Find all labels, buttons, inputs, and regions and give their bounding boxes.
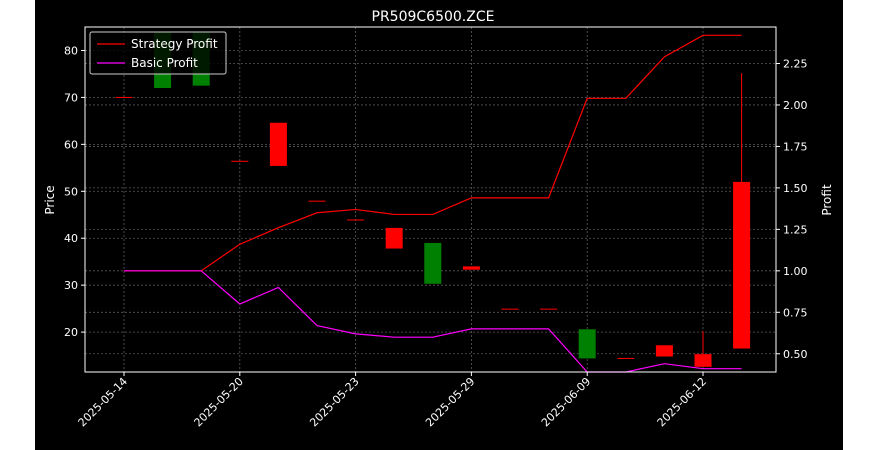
series-line-basic: [124, 270, 742, 373]
x-tick-label-4: 2025-06-09: [539, 375, 593, 429]
y-tick-label-left-0: 20: [64, 326, 78, 339]
x-tick-label-1: 2025-05-20: [192, 375, 246, 429]
y-tick-label-left-1: 30: [64, 279, 78, 292]
candle-body-6: [347, 219, 365, 221]
x-tick-label-2: 2025-05-23: [307, 375, 361, 429]
y-tick-label-right-7: 2.25: [783, 57, 808, 70]
candle-body-5: [308, 200, 326, 202]
profit-lines: [124, 34, 742, 373]
y-axis-label-right: Profit: [820, 184, 834, 216]
series-line-strategy: [124, 34, 742, 272]
candle-body-12: [578, 329, 596, 359]
candle-body-10: [501, 308, 519, 310]
y-tick-label-right-1: 0.75: [783, 306, 808, 319]
candle-body-16: [733, 181, 751, 349]
candle-body-4: [269, 122, 287, 166]
y-tick-label-left-5: 70: [64, 91, 78, 104]
candle-layer: [115, 31, 751, 367]
y-tick-label-right-0: 0.50: [783, 348, 808, 361]
x-tick-label-5: 2025-06-12: [655, 375, 709, 429]
y-tick-label-left-6: 80: [64, 44, 78, 57]
candle-body-9: [462, 266, 480, 270]
candlestick-chart: PR509C6500.ZCE 2025-05-14 2025-05-20 2025-…: [43, 9, 834, 429]
candle-body-3: [231, 160, 249, 162]
y-axis-label-left: Price: [43, 185, 57, 214]
y-tick-label-right-4: 1.50: [783, 182, 808, 195]
candle-body-14: [655, 345, 673, 357]
candle-body-13: [617, 357, 635, 359]
y-tick-label-left-2: 40: [64, 232, 78, 245]
y-tick-label-left-3: 50: [64, 185, 78, 198]
y-tick-label-right-2: 1.00: [783, 265, 808, 278]
x-tick-label-3: 2025-05-29: [423, 375, 477, 429]
chart-title: PR509C6500.ZCE: [372, 9, 495, 25]
candle-body-7: [385, 227, 403, 249]
y-tick-label-left-4: 60: [64, 138, 78, 151]
candle-body-8: [424, 242, 442, 284]
plot-frame: [84, 26, 777, 373]
y-tick-label-right-6: 2.00: [783, 99, 808, 112]
grid-layer: [85, 27, 776, 372]
chart-figure: PR509C6500.ZCE 2025-05-14 2025-05-20 2025-…: [35, 0, 843, 450]
candle-body-15: [694, 354, 712, 367]
legend-label-basic: Basic Profit: [131, 56, 198, 70]
candle-body-11: [540, 308, 558, 310]
y-tick-label-right-3: 1.25: [783, 223, 808, 236]
y-tick-label-right-5: 1.75: [783, 140, 808, 153]
x-tick-label-0: 2025-05-14: [76, 375, 130, 429]
legend-label-strategy: Strategy Profit: [131, 37, 218, 51]
candle-body-0: [115, 96, 133, 98]
legend: Strategy Profit Basic Profit: [89, 31, 227, 75]
